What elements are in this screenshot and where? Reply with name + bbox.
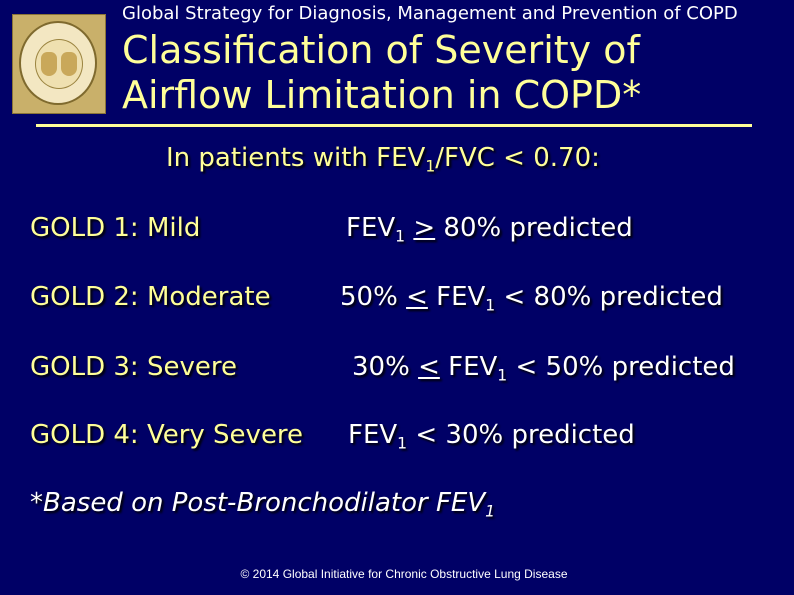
copyright-text: © 2014 Global Initiative for Chronic Obs… [240, 567, 568, 581]
gold-1-threshold: 80% predicted [435, 213, 633, 243]
logo-ring [19, 21, 97, 105]
condition-text: In patients with FEV1/FVC < 0.70: [166, 143, 600, 175]
lungs-icon [35, 39, 83, 89]
gold-2-upper: < 80% predicted [495, 282, 723, 312]
gold-2-fev: FEV [427, 282, 486, 312]
gold-2-lower: 50% [340, 282, 407, 312]
footnote: *Based on Post-Bronchodilator FEV1 [30, 488, 495, 520]
gold-1-criterion: FEV1 > 80% predicted [346, 213, 633, 245]
gold-3-operator: < [418, 352, 440, 382]
gold-2-criterion: 50% < FEV1 < 80% predicted [340, 282, 723, 314]
gold-4-label: GOLD 4: Very Severe [30, 420, 304, 450]
footnote-sub: 1 [485, 502, 496, 521]
gold-logo [12, 14, 106, 114]
condition-prefix: In patients with FEV [166, 143, 426, 173]
gold-3-label: GOLD 3: Severe [30, 352, 237, 382]
gold-4-sub: 1 [397, 434, 408, 453]
footnote-text: *Based on Post-Bronchodilator FEV [30, 488, 486, 518]
slide-subtitle: Global Strategy for Diagnosis, Managemen… [122, 3, 738, 24]
gold-2-operator: < [406, 282, 428, 312]
gold-1-fev: FEV [346, 213, 396, 243]
gold-4-criterion: FEV1 < 30% predicted [348, 420, 635, 452]
gold-3-sub: 1 [497, 366, 508, 385]
condition-suffix: /FVC < 0.70: [435, 143, 600, 173]
gold-2-sub: 1 [485, 296, 496, 315]
gold-1-sub: 1 [395, 227, 406, 246]
gold-3-fev: FEV [439, 352, 498, 382]
gold-2-label: GOLD 2: Moderate [30, 282, 271, 312]
slide-title: Classification of Severity of Airflow Li… [122, 28, 642, 117]
gold-3-lower: 30% [352, 352, 419, 382]
left-lung-icon [41, 52, 57, 76]
gold-3-upper: < 50% predicted [507, 352, 735, 382]
gold-1-label: GOLD 1: Mild [30, 213, 201, 243]
gold-4-fev: FEV [348, 420, 398, 450]
condition-sub: 1 [425, 157, 436, 176]
gold-4-threshold: < 30% predicted [407, 420, 635, 450]
right-lung-icon [61, 52, 77, 76]
gold-1-operator: > [413, 213, 436, 243]
gold-3-criterion: 30% < FEV1 < 50% predicted [352, 352, 735, 384]
copyright-notice: © 2014 Global Initiative for Chronic Obs… [0, 567, 794, 581]
title-divider [36, 124, 752, 127]
